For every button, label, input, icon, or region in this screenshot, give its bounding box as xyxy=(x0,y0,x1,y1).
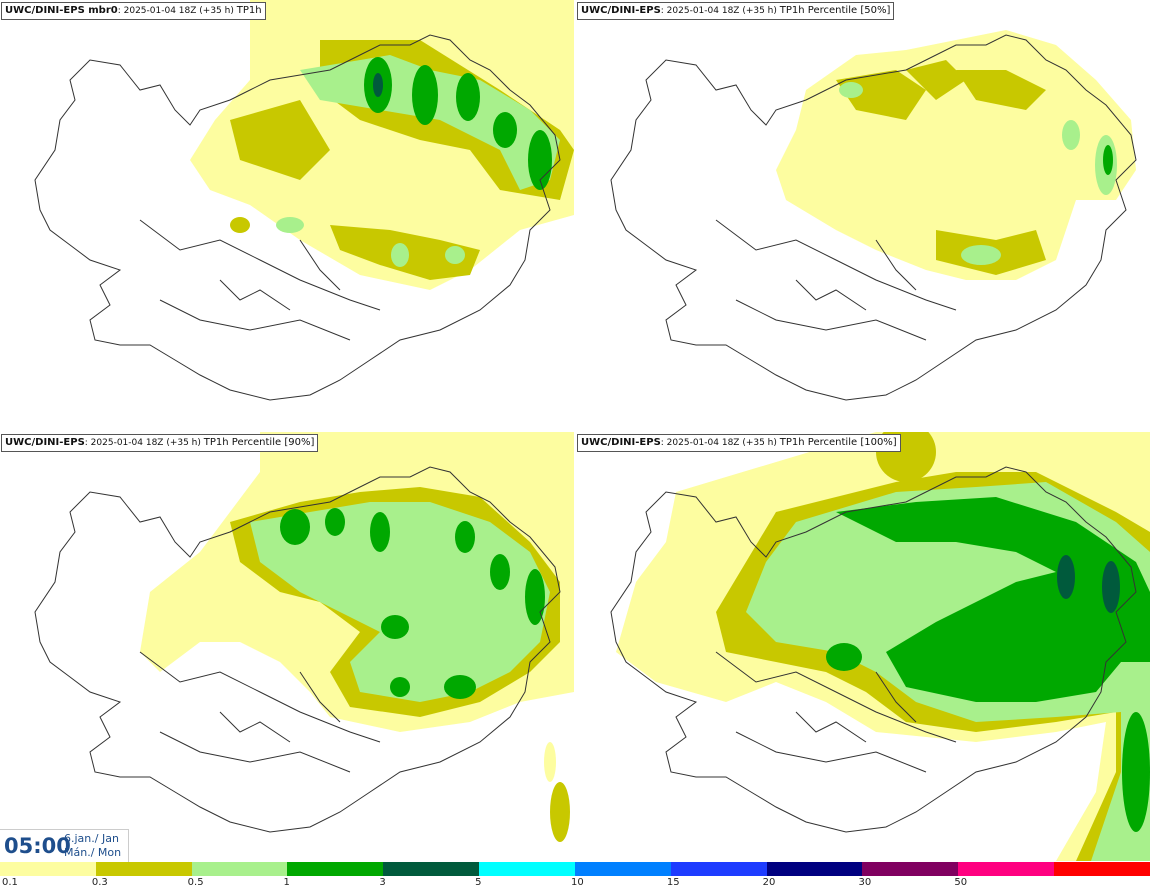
legend-swatch xyxy=(574,862,671,876)
map-panel-p100: UWC/DINI-EPS: 2025-01-04 18Z (+35 h) TP1… xyxy=(576,432,1150,861)
legend-swatch xyxy=(287,862,384,876)
model-name: UWC/DINI-EPS xyxy=(5,437,85,448)
precip-shading xyxy=(140,432,574,842)
run-time: 2025-01-04 18Z (+35 h) xyxy=(123,6,234,16)
map-panel-p90: UWC/DINI-EPS: 2025-01-04 18Z (+35 h) TP1… xyxy=(0,432,574,861)
legend-tick-label: 3 xyxy=(379,877,386,888)
legend-tick-label: 0.3 xyxy=(91,877,108,888)
iceland-coastline xyxy=(34,34,561,401)
valid-date: 6.jan./ Jan Mán./ Mon xyxy=(64,832,121,860)
legend-swatch xyxy=(191,862,288,876)
legend-swatch xyxy=(766,862,863,876)
field-name: TP1h xyxy=(236,5,262,16)
legend-tick-label: 30 xyxy=(858,877,872,888)
legend-tick-label: 15 xyxy=(666,877,680,888)
iceland-coastline xyxy=(610,34,1137,401)
model-name: UWC/DINI-EPS xyxy=(581,5,661,16)
color-legend: 0.1 0.3 0.5 1 3 5 10 15 20 30 50 xyxy=(0,862,1150,891)
field-name: TP1h Percentile [90%] xyxy=(203,437,315,448)
valid-time-box: 05:00 6.jan./ Jan Mán./ Mon xyxy=(0,829,129,863)
iceland-coastline xyxy=(34,466,561,833)
legend-color-bar xyxy=(0,862,1150,876)
legend-tick-label: 10 xyxy=(571,877,584,888)
precip-shading xyxy=(776,30,1136,280)
legend-swatch xyxy=(383,862,480,876)
legend-tick-label: 1 xyxy=(283,877,290,888)
run-time: 2025-01-04 18Z (+35 h) xyxy=(90,438,201,448)
precip-shading xyxy=(616,432,1150,861)
legend-swatch xyxy=(0,862,96,876)
run-time: 2025-01-04 18Z (+35 h) xyxy=(666,6,777,16)
precip-map xyxy=(610,432,1150,861)
legend-swatch xyxy=(95,862,192,876)
legend-tick-label: 0.1 xyxy=(2,877,18,888)
legend-tick-label: 5 xyxy=(475,877,482,888)
panel-title: UWC/DINI-EPS: 2025-01-04 18Z (+35 h) TP1… xyxy=(577,2,895,20)
legend-tick-label: 50 xyxy=(954,877,968,888)
panel-title: UWC/DINI-EPS mbr0: 2025-01-04 18Z (+35 h… xyxy=(1,2,266,20)
legend-tick-label: 20 xyxy=(762,877,776,888)
legend-swatch xyxy=(862,862,959,876)
precip-map xyxy=(34,432,574,842)
field-name: TP1h Percentile [50%] xyxy=(779,5,891,16)
model-name: UWC/DINI-EPS xyxy=(581,437,661,448)
iceland-coastline xyxy=(610,466,1137,833)
run-time: 2025-01-04 18Z (+35 h) xyxy=(666,438,777,448)
valid-date-line2: Mán./ Mon xyxy=(64,846,122,859)
legend-swatch xyxy=(670,862,767,876)
precip-map xyxy=(34,0,574,401)
panel-title: UWC/DINI-EPS: 2025-01-04 18Z (+35 h) TP1… xyxy=(1,434,319,452)
field-name: TP1h Percentile [100%] xyxy=(779,437,897,448)
legend-tick-label: 0.5 xyxy=(187,877,204,888)
map-panel-p50: UWC/DINI-EPS: 2025-01-04 18Z (+35 h) TP1… xyxy=(576,0,1150,429)
valid-time: 05:00 xyxy=(4,834,71,858)
precip-shading xyxy=(190,0,574,290)
legend-swatch xyxy=(1054,862,1150,876)
model-name: UWC/DINI-EPS mbr0 xyxy=(5,5,118,16)
precip-map xyxy=(610,30,1137,401)
legend-swatch xyxy=(958,862,1055,876)
panel-title: UWC/DINI-EPS: 2025-01-04 18Z (+35 h) TP1… xyxy=(577,434,901,452)
map-panel-mbr0: UWC/DINI-EPS mbr0: 2025-01-04 18Z (+35 h… xyxy=(0,0,574,429)
legend-swatch xyxy=(479,862,575,876)
valid-date-line1: 6.jan./ Jan xyxy=(64,832,119,845)
